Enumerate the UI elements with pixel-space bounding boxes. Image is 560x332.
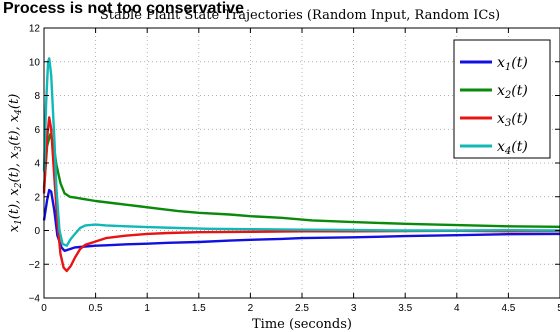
- y-tick-label: 4: [34, 159, 40, 170]
- header-fragment: Process is not too conservative: [3, 0, 244, 17]
- series-lines: [42, 57, 560, 273]
- legend-label-4: x4(t): [497, 139, 528, 157]
- y-tick-label: −4: [29, 294, 41, 305]
- x-tick-label: 5: [557, 303, 560, 314]
- legend-label-1: x1(t): [497, 55, 528, 73]
- x-tick-label: 4: [454, 303, 460, 314]
- x-tick-label: 4.5: [501, 303, 515, 314]
- y-tick-label: 8: [34, 91, 40, 102]
- y-tick-label: 2: [34, 192, 40, 203]
- legend-box: [453, 39, 551, 159]
- x-tick-label: 1.5: [192, 303, 206, 314]
- y-tick-label: 10: [29, 57, 41, 68]
- chart-title: Stable Plant State Trajectories (Random …: [100, 8, 500, 23]
- legend: x1(t) x2(t) x3(t) x4(t): [453, 39, 551, 159]
- x-tick-label: 1: [144, 303, 150, 314]
- y-tick-label: 6: [34, 125, 40, 136]
- x-tick-label: 3.5: [398, 303, 412, 314]
- y-tick-label: 0: [34, 226, 40, 237]
- axis-ticks: 0 0.5 1 1.5 2 2.5 3 3.5 4 4.5 5 −4 −2 0 2 4 6 8 10 12: [29, 24, 560, 314]
- x-tick-label: 0: [41, 303, 47, 314]
- x-tick-label: 3: [351, 303, 357, 314]
- legend-label-2: x2(t): [497, 83, 528, 101]
- y-tick-label: −2: [29, 260, 41, 271]
- x-axis-label: Time (seconds): [252, 317, 352, 332]
- x-tick-label: 2.5: [295, 303, 309, 314]
- legend-label-3: x3(t): [497, 111, 528, 129]
- series-line-4: [42, 57, 560, 247]
- x-tick-label: 2: [248, 303, 254, 314]
- x-tick-label: 0.5: [89, 303, 103, 314]
- series-line-1: [42, 188, 560, 252]
- y-tick-label: 12: [29, 24, 41, 35]
- series-line-3: [42, 116, 560, 273]
- y-axis-label: x1(t), x2(t), x3(t), x4(t): [7, 94, 24, 233]
